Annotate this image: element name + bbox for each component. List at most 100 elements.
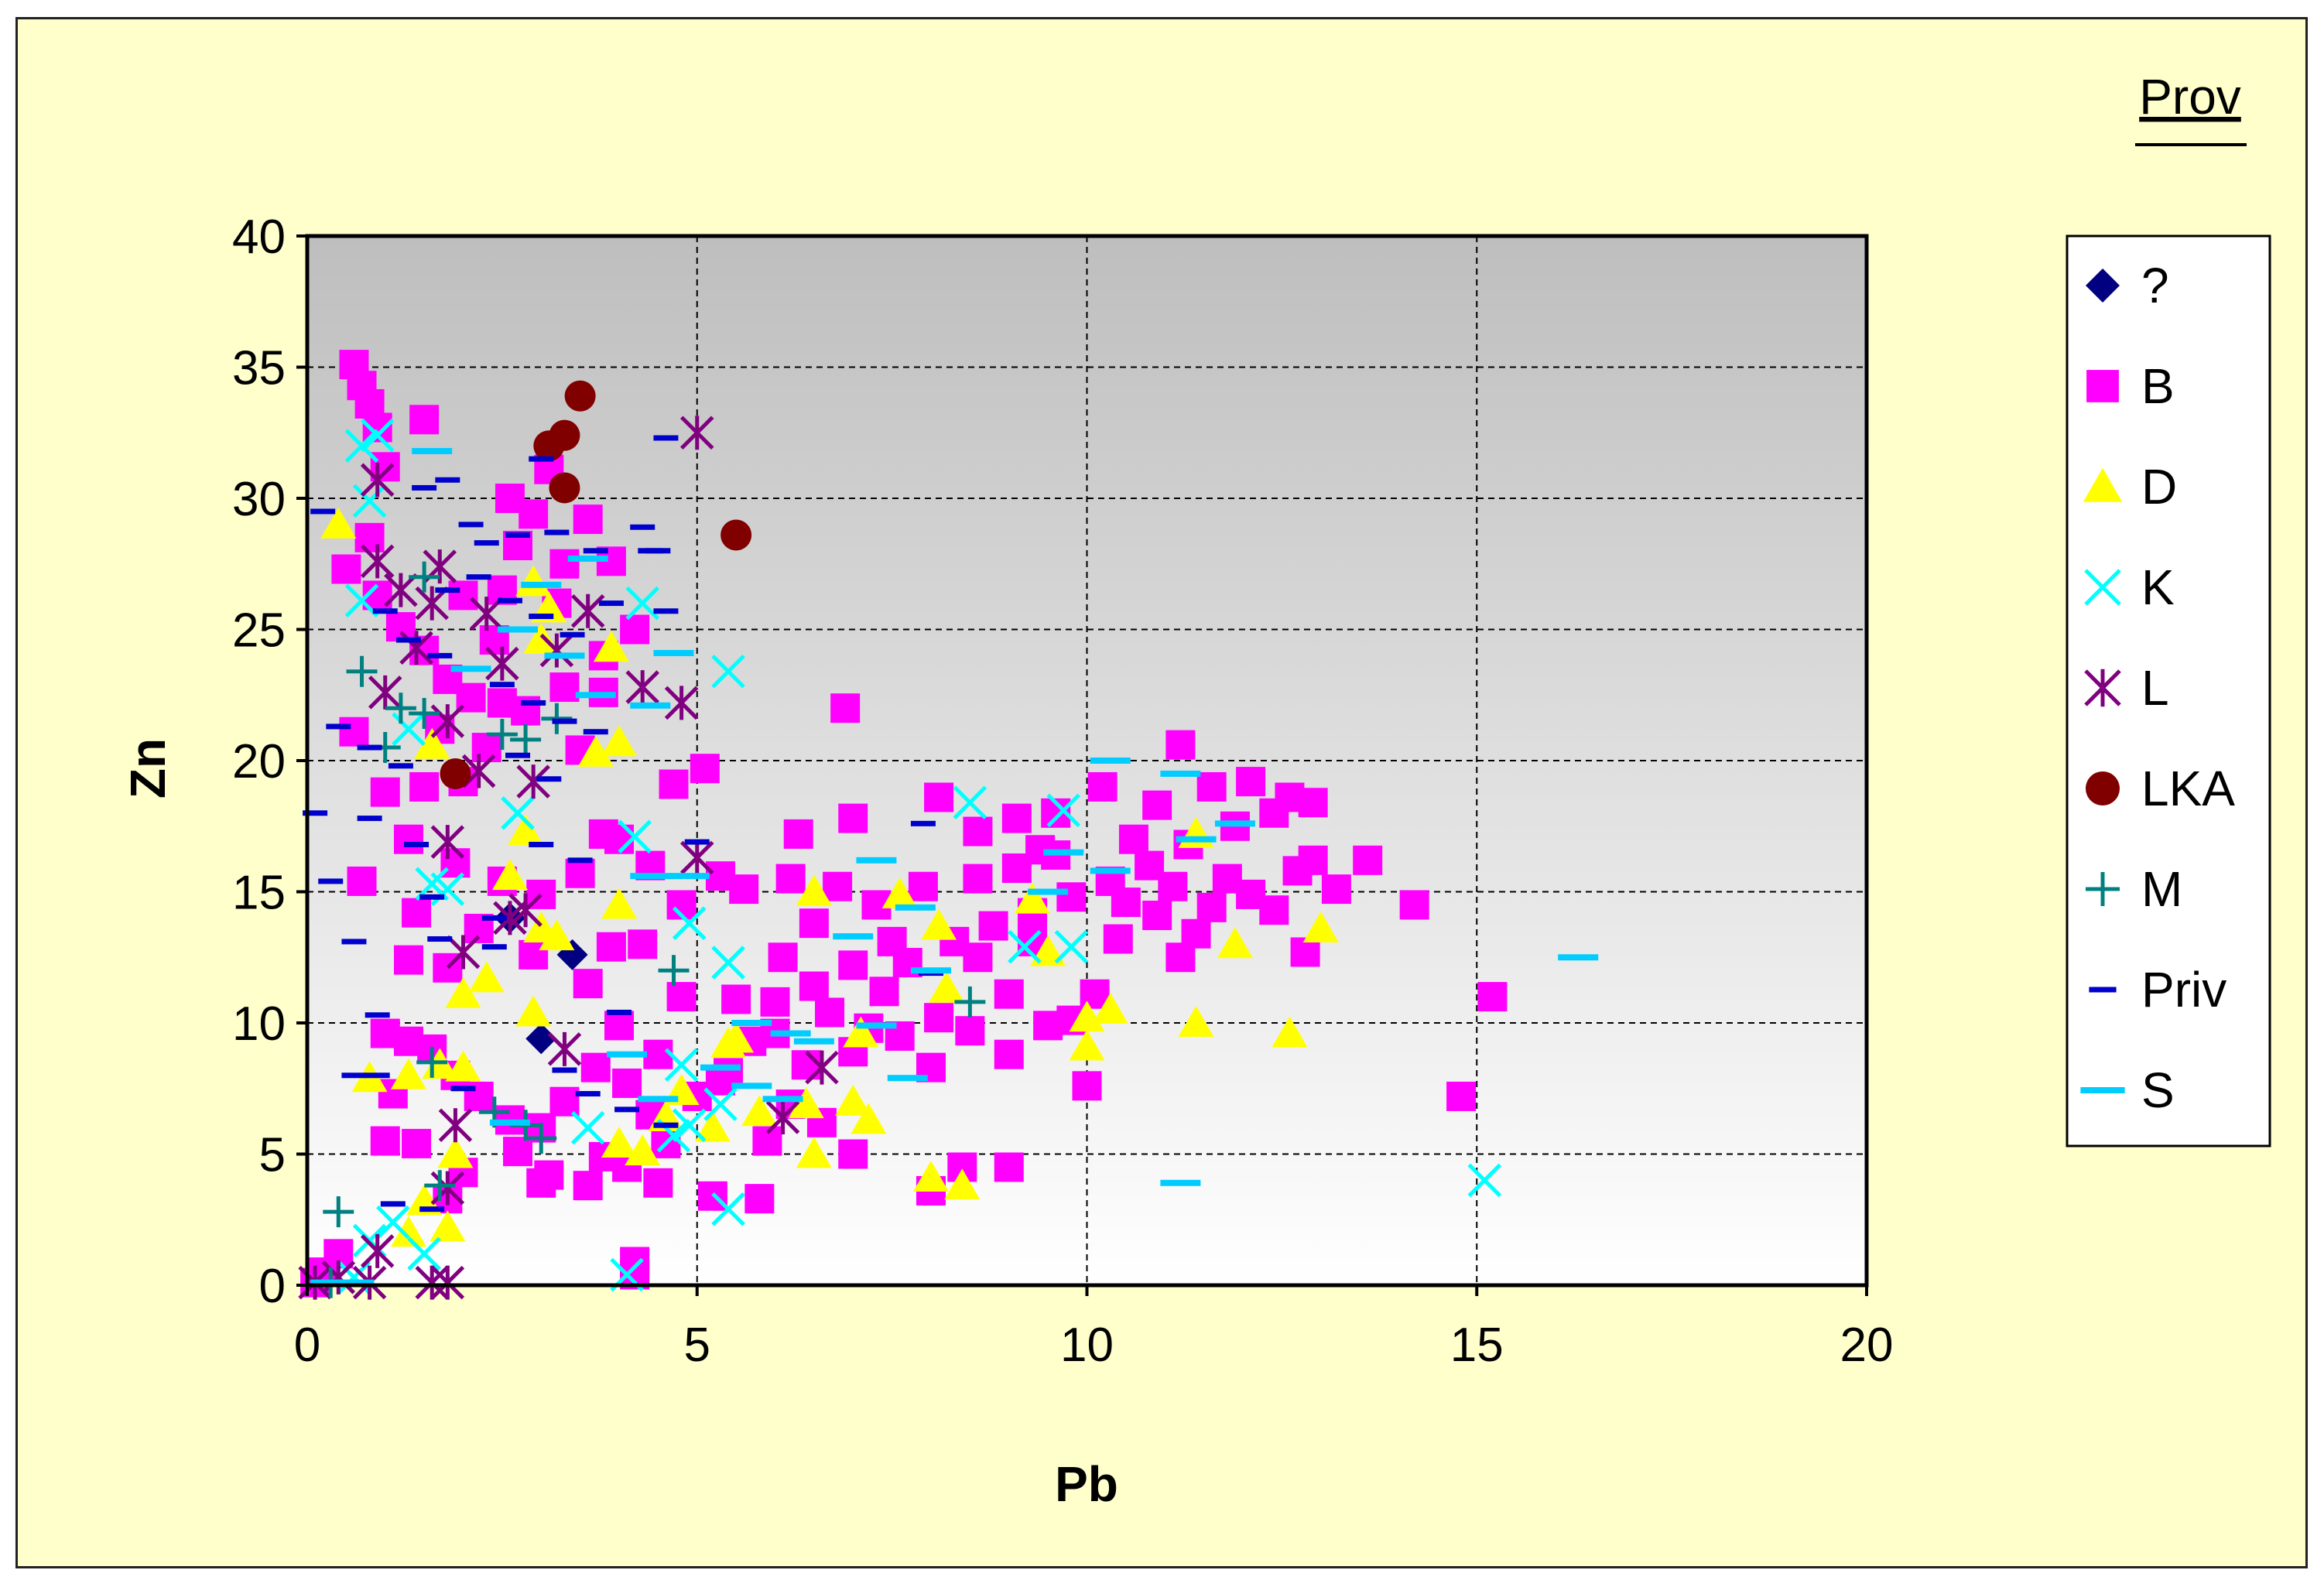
data-point [450,665,491,672]
data-point [721,984,751,1014]
data-point [1028,888,1069,895]
data-point [770,1030,811,1037]
data-point [435,587,460,593]
legend-marker [2086,370,2119,402]
data-point [630,524,655,530]
data-point [469,597,504,631]
data-point [601,725,637,757]
data-point [1272,1016,1308,1048]
data-point [539,919,575,951]
legend-item: S [2080,1062,2175,1118]
legend-marker [2086,268,2120,303]
data-point [612,1068,642,1098]
data-point [593,631,629,662]
data-point [583,729,608,735]
data-point [521,581,562,588]
data-point [341,939,367,945]
data-point [448,580,478,611]
legend-label: B [2141,358,2175,414]
data-point [1069,1000,1105,1032]
legend-label: S [2141,1062,2175,1118]
data-point [1477,982,1508,1012]
data-point [567,555,608,562]
x-tick-label: 10 [1060,1319,1114,1372]
data-point [620,614,650,645]
legend-item: D [2083,459,2177,515]
x-tick-label: 5 [684,1319,710,1372]
data-point [445,976,481,1008]
data-point [471,733,501,763]
data-point [994,1039,1024,1069]
data-point [575,692,616,699]
data-point [380,1201,406,1207]
data-point [503,1137,533,1167]
data-point [360,418,395,453]
data-point [607,1009,631,1015]
data-point [424,1170,456,1202]
data-point [1176,836,1217,843]
data-point [711,946,745,980]
data-point [720,519,752,551]
data-point [385,693,416,724]
data-point [815,997,845,1028]
legend-label: K [2141,559,2175,615]
data-point [1160,770,1201,777]
data-point [360,1233,395,1268]
data-point [430,1265,465,1300]
data-point [1142,901,1172,931]
data-point [911,967,951,974]
data-point [544,529,570,535]
data-point [796,1137,832,1168]
series-4 [337,418,1502,1295]
data-point [489,682,515,688]
data-point [370,1126,400,1156]
data-point [838,1139,868,1169]
data-point [963,942,993,973]
legend-item: K [2084,559,2175,615]
data-point [515,565,552,597]
data-point [666,982,697,1012]
data-point [978,911,1008,941]
data-point [486,719,518,751]
data-point [994,1152,1024,1182]
legend-marker [2089,987,2117,993]
data-point [944,1168,981,1200]
data-point [445,1050,481,1082]
data-point [1103,924,1133,954]
data-point [929,971,965,1003]
data-point [843,1016,879,1048]
data-point [525,1123,557,1154]
data-point [1072,1071,1102,1101]
data-point [643,1168,673,1198]
data-point [1090,758,1131,764]
data-point [376,1205,410,1240]
data-point [830,693,861,723]
data-point [1196,771,1227,802]
data-point [664,1048,699,1083]
data-point [516,764,550,799]
y-tick-label: 10 [232,997,286,1051]
data-point [604,1011,634,1041]
data-point [793,1038,834,1045]
series-6 [440,380,752,789]
data-point [526,1168,556,1198]
data-point [326,723,351,730]
data-point [501,796,535,830]
data-point [331,554,361,584]
series-7 [315,561,986,1298]
data-point [994,979,1024,1009]
data-point [653,608,679,614]
data-point [487,688,517,718]
data-point [505,752,531,758]
data-point [505,532,531,538]
data-point [402,898,432,928]
data-point [346,655,378,687]
data-point [440,758,471,789]
x-tick-label: 20 [1840,1319,1894,1372]
data-point [703,1087,738,1121]
data-point [560,631,585,638]
data-point [580,1052,611,1083]
scatter-chart: 0 5 10 15 20 25 30 35 40 0 5 10 15 20 Pb Zn Prov ? BDK… [120,69,2271,1512]
series-8 [303,435,943,1212]
data-point [521,699,546,706]
